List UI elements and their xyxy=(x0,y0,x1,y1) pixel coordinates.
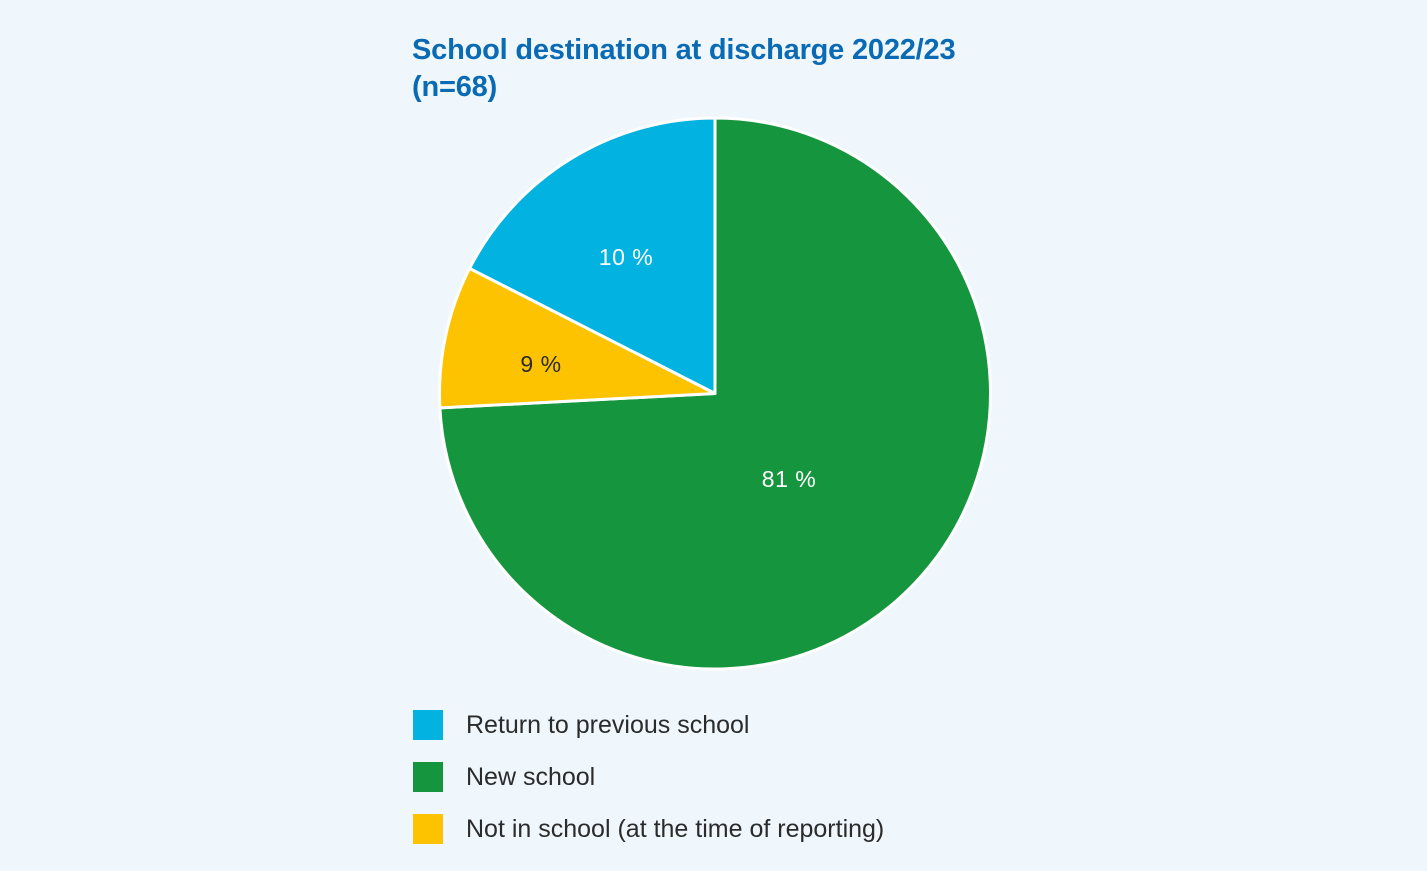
pie-slice-not-in-school xyxy=(438,266,717,410)
pie-slice-return-to-previous-school xyxy=(468,116,717,395)
legend-swatch-blue xyxy=(413,710,443,740)
chart-title-line-2: (n=68) xyxy=(412,71,498,103)
legend-label: Return to previous school xyxy=(466,711,750,739)
legend-item-return-to-previous-school: Return to previous school xyxy=(413,706,884,758)
legend-item-not-in-school: Not in school (at the time of reporting) xyxy=(413,810,884,862)
chart-title-line-1: School destination at discharge 2022/23 xyxy=(412,34,956,66)
legend-label: New school xyxy=(466,763,596,791)
pie-label-not-in-school: 9 % xyxy=(520,351,562,377)
pie-label-new-school: 81 % xyxy=(761,466,817,492)
chart-legend: Return to previous school New school Not… xyxy=(413,706,884,862)
legend-swatch-green xyxy=(413,762,443,792)
pie-label-return-to-previous-school: 10 % xyxy=(598,244,654,270)
legend-label: Not in school (at the time of reporting) xyxy=(466,815,885,843)
chart-title: School destination at discharge 2022/23 … xyxy=(412,32,1052,106)
legend-item-new-school: New school xyxy=(413,758,884,810)
legend-swatch-yellow xyxy=(413,814,443,844)
